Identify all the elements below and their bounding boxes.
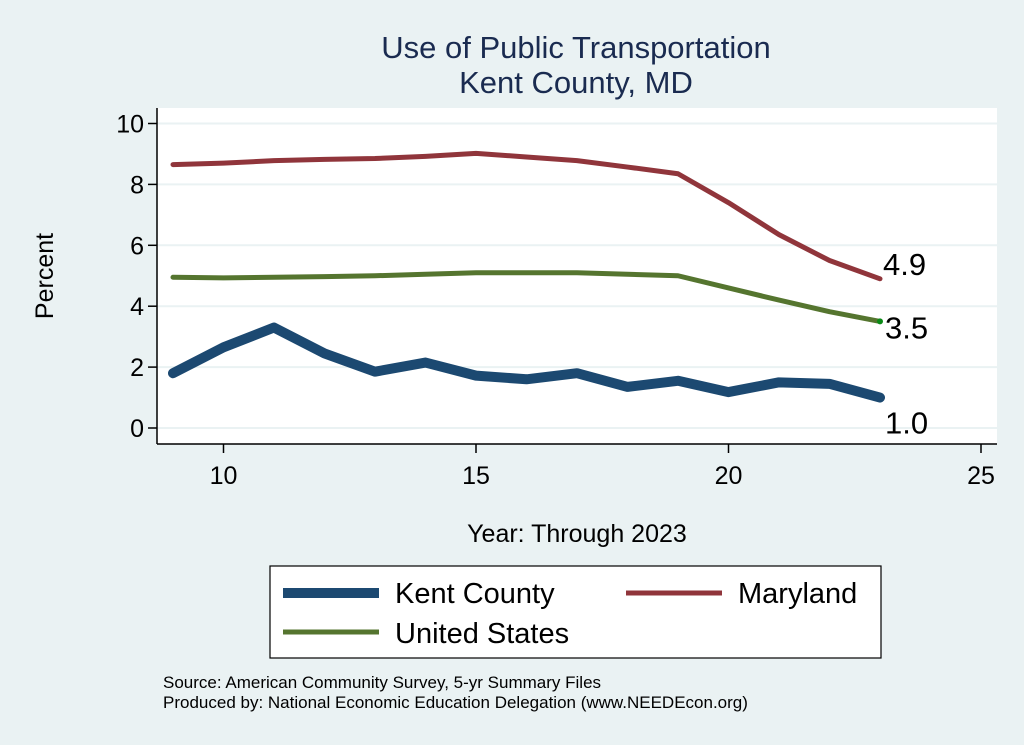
x-tick-label: 25 bbox=[967, 462, 995, 490]
gridlines bbox=[157, 122, 997, 429]
legend-box bbox=[269, 565, 882, 659]
y-axis-title: Percent bbox=[31, 233, 59, 319]
legend: Kent County Maryland United States bbox=[269, 565, 882, 659]
series-lines bbox=[168, 150, 885, 403]
chart-title-line-1: Use of Public Transportation bbox=[381, 30, 770, 65]
end-label-united-states: 3.5 bbox=[885, 310, 928, 345]
x-tick-label: 10 bbox=[210, 462, 238, 490]
end-label-maryland: 4.9 bbox=[883, 247, 926, 282]
y-tick-label: 2 bbox=[130, 354, 144, 382]
x-axis-title: Year: Through 2023 bbox=[467, 520, 687, 548]
source-note: Source: American Community Survey, 5-yr … bbox=[163, 673, 601, 692]
producer-note: Produced by: National Economic Education… bbox=[163, 693, 748, 712]
y-tick-label: 8 bbox=[130, 171, 144, 199]
legend-label-united-states: United States bbox=[395, 618, 569, 650]
y-tick-label: 10 bbox=[116, 111, 144, 139]
x-axis-ticks: 10 15 20 25 bbox=[210, 444, 995, 490]
y-tick-label: 0 bbox=[130, 415, 144, 443]
x-tick-label: 15 bbox=[462, 462, 490, 490]
x-tick-label: 20 bbox=[715, 462, 743, 490]
y-tick-label: 6 bbox=[130, 232, 144, 260]
chart-title-line-2: Kent County, MD bbox=[459, 65, 693, 100]
legend-label-kent-county: Kent County bbox=[395, 578, 555, 610]
end-labels: 1.0 4.9 3.5 bbox=[877, 247, 928, 441]
end-marker-united-states bbox=[877, 318, 883, 325]
end-label-kent-county: 1.0 bbox=[885, 406, 928, 441]
y-tick-label: 4 bbox=[130, 293, 144, 321]
legend-label-maryland: Maryland bbox=[738, 578, 857, 610]
y-axis-ticks: 0 2 4 6 8 10 bbox=[116, 111, 157, 443]
